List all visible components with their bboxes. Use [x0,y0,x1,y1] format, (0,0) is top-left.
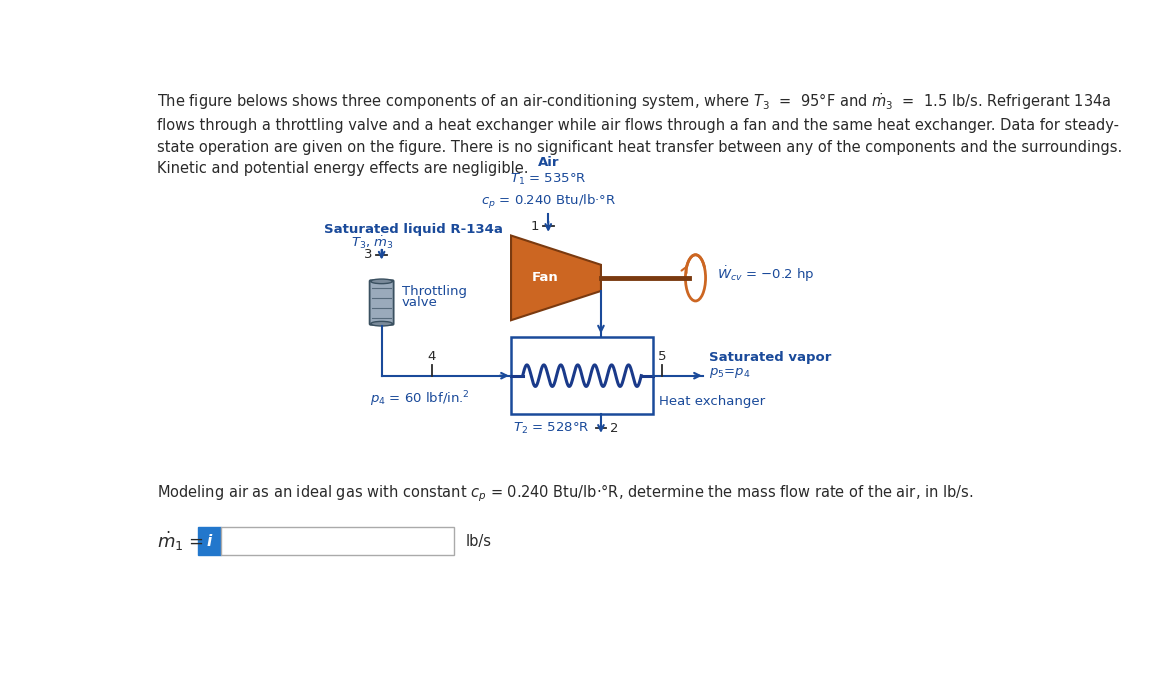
Text: Modeling air as an ideal gas with constant $c_p$ = 0.240 Btu/lb·°R, determine th: Modeling air as an ideal gas with consta… [157,482,974,503]
Text: The figure belows shows three components of an air-conditioning system, where $T: The figure belows shows three components… [157,91,1122,176]
Text: $T_3$, $\dot{m}_3$: $T_3$, $\dot{m}_3$ [351,234,394,251]
Text: i: i [207,534,213,548]
Text: $\dot{W}_{cv}$ = −0.2 hp: $\dot{W}_{cv}$ = −0.2 hp [717,264,815,284]
FancyBboxPatch shape [221,528,453,555]
FancyBboxPatch shape [370,280,394,325]
Text: Saturated liquid R-134a: Saturated liquid R-134a [323,223,502,236]
Text: $T_1$ = 535°R: $T_1$ = 535°R [510,172,587,186]
Text: Heat exchanger: Heat exchanger [659,395,766,408]
Ellipse shape [371,279,393,283]
FancyBboxPatch shape [198,528,221,555]
Text: 4: 4 [428,349,436,363]
Text: $\dot{m}_1$ =: $\dot{m}_1$ = [157,530,205,553]
Text: 5: 5 [658,349,667,363]
Text: 1: 1 [530,220,539,233]
Text: 2: 2 [610,421,618,435]
Text: $T_2$ = 528°R: $T_2$ = 528°R [512,421,589,435]
Text: $p_4$ = 60 lbf/in.$^2$: $p_4$ = 60 lbf/in.$^2$ [370,390,469,409]
Text: Air: Air [538,156,559,170]
Text: Throttling: Throttling [402,285,467,298]
Text: Fan: Fan [531,271,558,285]
Polygon shape [511,236,601,320]
FancyBboxPatch shape [511,337,653,414]
Text: Saturated vapor: Saturated vapor [709,351,831,364]
Text: lb/s: lb/s [465,534,492,548]
Ellipse shape [371,322,393,326]
Text: $p_5$=$p_4$: $p_5$=$p_4$ [709,366,751,380]
Text: $c_p$ = 0.240 Btu/lb·°R: $c_p$ = 0.240 Btu/lb·°R [481,193,616,211]
Text: valve: valve [402,295,438,309]
Text: 3: 3 [364,248,372,261]
